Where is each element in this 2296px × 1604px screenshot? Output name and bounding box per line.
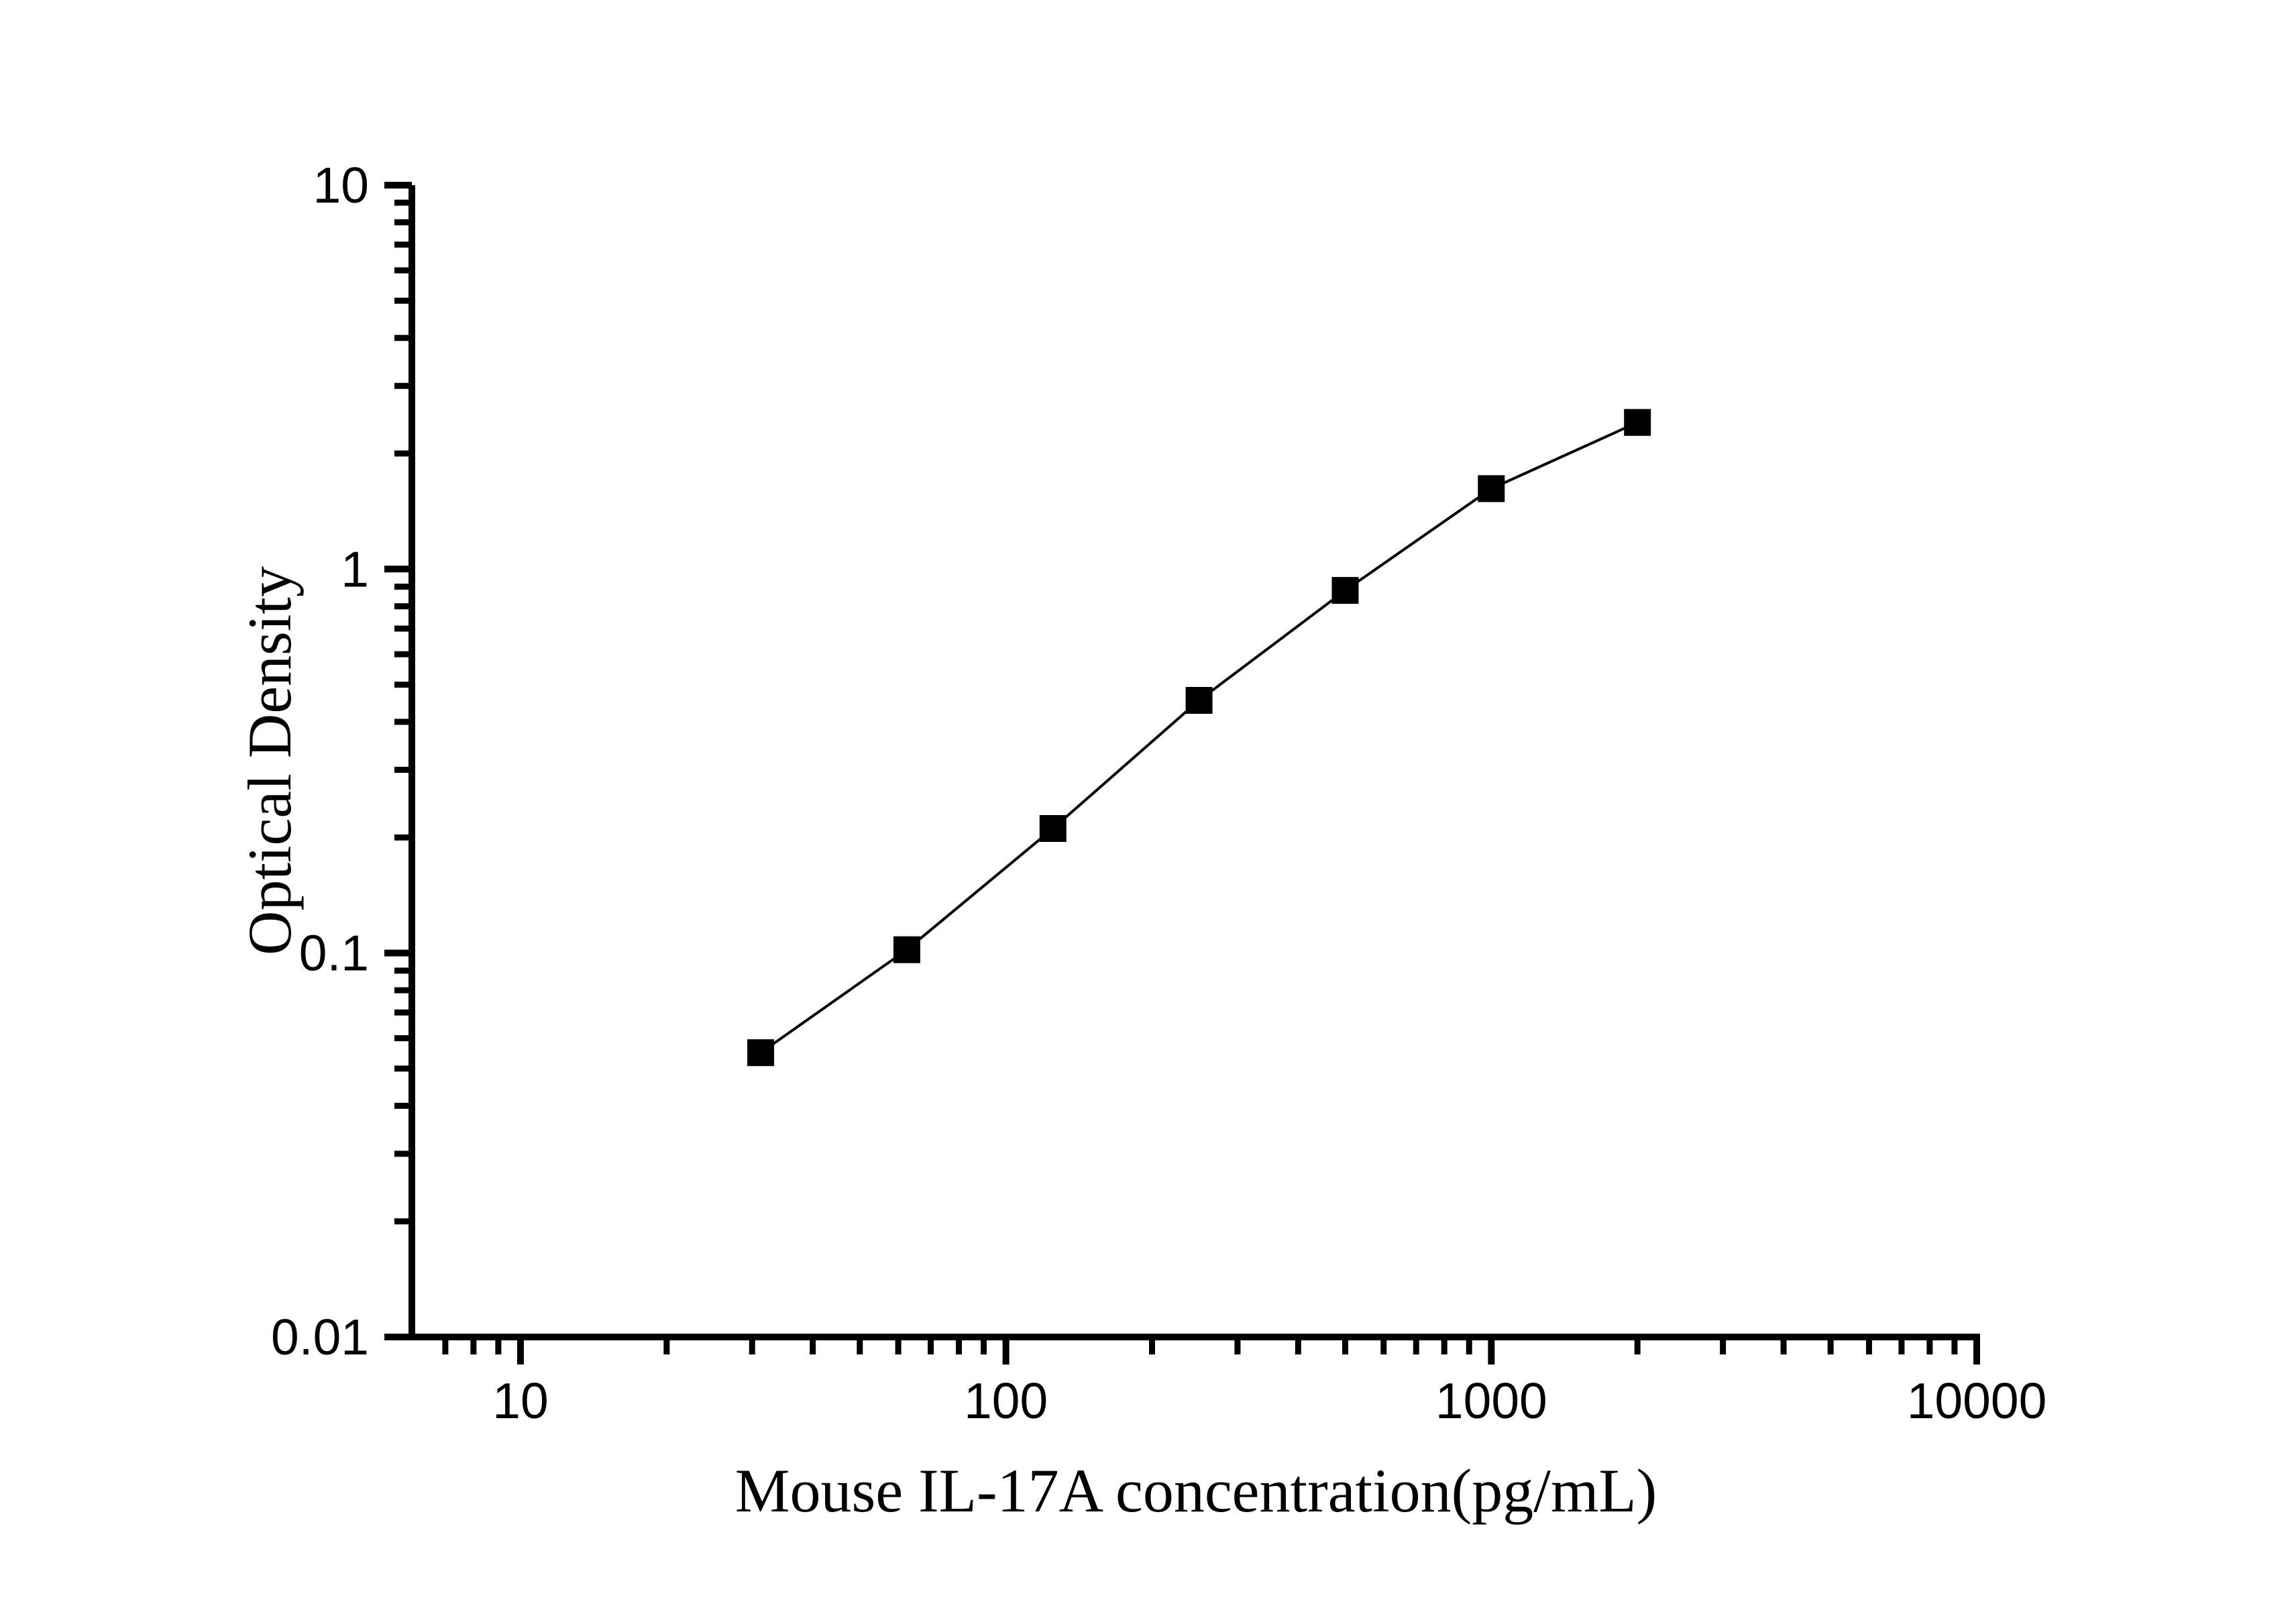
x-tick-label: 100 [964, 1373, 1048, 1429]
data-point-marker [1039, 815, 1067, 842]
data-point-marker [1185, 687, 1213, 714]
x-tick-label: 10 [492, 1373, 548, 1429]
tick-labels-layer: 10 100 1000 10000 10 1 0.1 0.01 [271, 157, 2046, 1429]
y-axis-title: Optical Density [235, 566, 304, 955]
x-tick-label: 10000 [1907, 1373, 2047, 1429]
x-tick-label: 1000 [1435, 1373, 1547, 1429]
data-series-layer [747, 409, 1651, 1067]
y-tick-label: 0.1 [299, 925, 369, 981]
y-tick-label: 0.01 [271, 1309, 369, 1365]
axis-ticks-layer [384, 181, 1981, 1365]
series-line [759, 421, 1639, 1054]
data-point-marker [1624, 409, 1651, 436]
x-axis-title: Mouse IL-17A concentration(pg/mL) [735, 1456, 1657, 1525]
data-point-marker [1478, 475, 1505, 502]
axes-layer [408, 185, 1980, 1340]
data-point-marker [747, 1039, 775, 1067]
data-point-marker [1331, 577, 1359, 604]
y-tick-label: 10 [313, 157, 369, 213]
y-tick-label: 1 [341, 541, 369, 597]
data-point-marker [893, 936, 920, 963]
